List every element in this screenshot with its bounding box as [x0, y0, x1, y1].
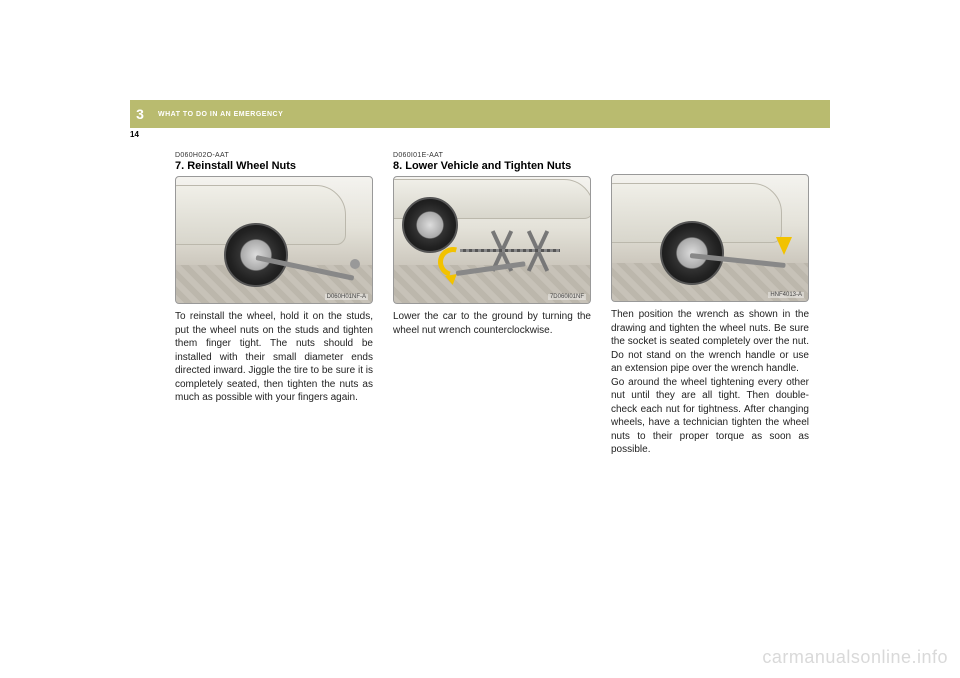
- figure-label: 7D060I01NF: [548, 294, 586, 300]
- body-text: To reinstall the wheel, hold it on the s…: [175, 310, 373, 405]
- figure-label: HNF4013-A: [768, 292, 804, 298]
- page-number: 14: [130, 130, 139, 139]
- figure-lower-vehicle: 7D060I01NF: [393, 176, 591, 304]
- column-2: D060I01E-AAT 8. Lower Vehicle and Tighte…: [393, 152, 591, 457]
- reference-code: D060I01E-AAT: [393, 152, 591, 159]
- figure-reinstall-wheel-nuts: D060H01NF-A: [175, 176, 373, 304]
- step-title: 7. Reinstall Wheel Nuts: [175, 160, 373, 172]
- column-3: HNF4013-A Then position the wrench as sh…: [611, 152, 809, 457]
- reference-code: D060H02O-AAT: [175, 152, 373, 159]
- body-text: Lower the car to the ground by turning t…: [393, 310, 591, 337]
- watermark: carmanualsonline.info: [762, 647, 948, 668]
- column-1: D060H02O-AAT 7. Reinstall Wheel Nuts D06…: [175, 152, 373, 457]
- manual-page: 3 WHAT TO DO IN AN EMERGENCY 14 D060H02O…: [0, 0, 960, 678]
- chapter-title-bar: WHAT TO DO IN AN EMERGENCY: [150, 100, 830, 128]
- wheel-icon: [402, 197, 458, 253]
- body-text: Then position the wrench as shown in the…: [611, 308, 809, 457]
- content-columns: D060H02O-AAT 7. Reinstall Wheel Nuts D06…: [175, 152, 805, 457]
- down-arrow-icon: [776, 237, 792, 255]
- chapter-number-tab: 3: [130, 100, 150, 128]
- wrench-ball-end-icon: [350, 259, 360, 269]
- figure-label: D060H01NF-A: [325, 294, 368, 300]
- spacer: [611, 152, 809, 174]
- step-title: 8. Lower Vehicle and Tighten Nuts: [393, 160, 591, 172]
- figure-tighten-nuts: HNF4013-A: [611, 174, 809, 302]
